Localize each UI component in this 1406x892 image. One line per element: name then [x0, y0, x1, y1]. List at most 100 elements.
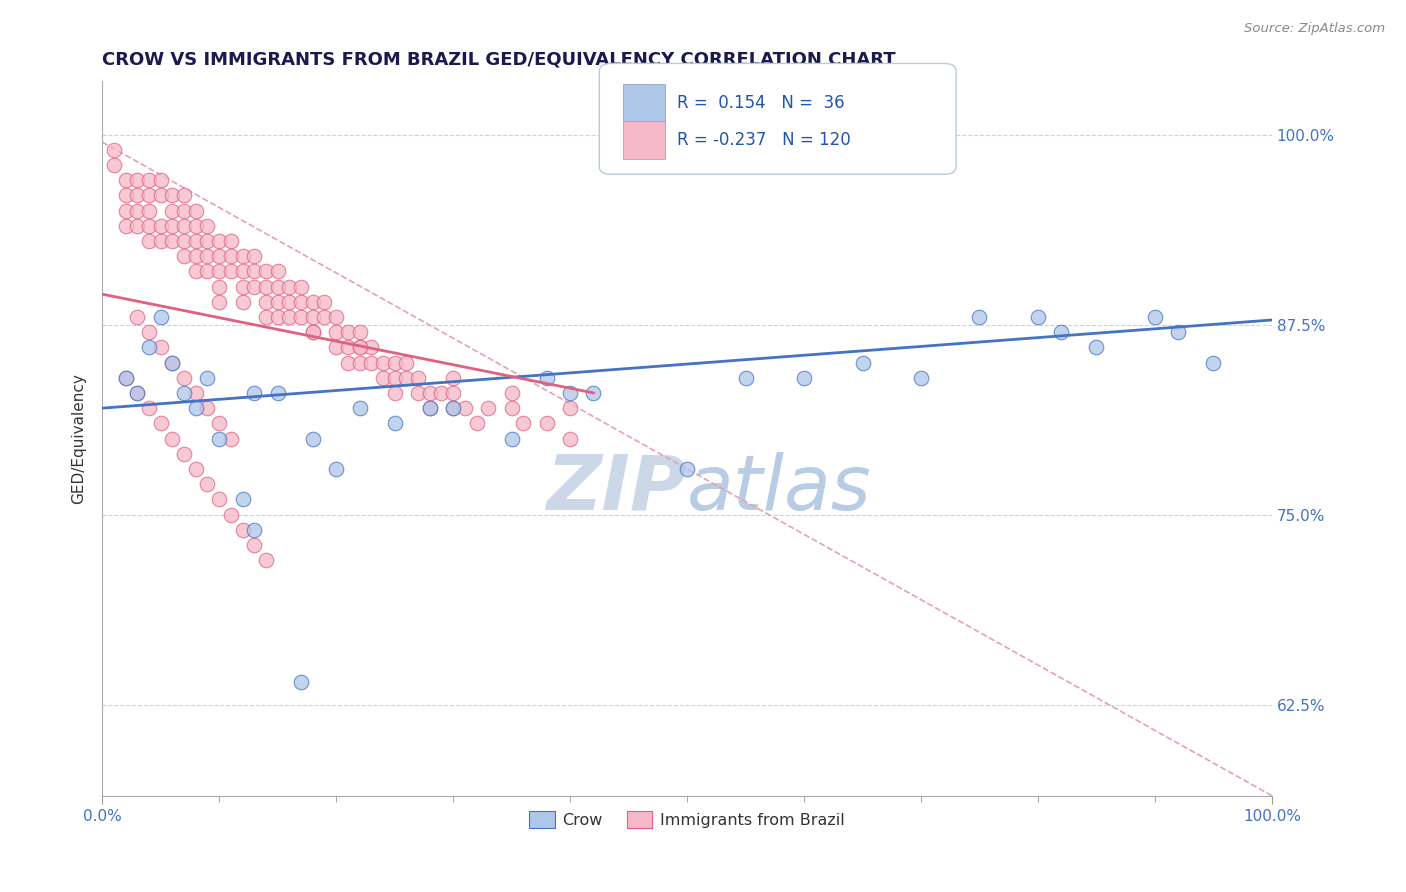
Point [477, 401, 499, 416]
Point [219, 234, 242, 248]
Point [290, 294, 312, 309]
Point [558, 432, 581, 446]
Point [325, 325, 347, 339]
Text: CROW VS IMMIGRANTS FROM BRAZIL GED/EQUIVALENCY CORRELATION CHART: CROW VS IMMIGRANTS FROM BRAZIL GED/EQUIV… [103, 51, 896, 69]
Point [149, 173, 172, 187]
Point [208, 279, 231, 293]
Point [173, 370, 195, 384]
Point [430, 386, 453, 401]
Point [219, 432, 242, 446]
Point [536, 370, 558, 384]
Point [114, 188, 136, 202]
Point [127, 203, 149, 218]
Point [149, 219, 172, 233]
Point [232, 492, 254, 507]
Point [208, 264, 231, 278]
Point [184, 462, 207, 476]
Point [558, 401, 581, 416]
Point [254, 294, 277, 309]
Point [184, 203, 207, 218]
Point [138, 340, 160, 354]
Point [149, 340, 172, 354]
Point [1202, 355, 1225, 369]
Point [419, 386, 441, 401]
Point [208, 492, 231, 507]
Legend: Crow, Immigrants from Brazil: Crow, Immigrants from Brazil [523, 805, 852, 834]
Point [149, 188, 172, 202]
Point [278, 279, 301, 293]
Point [419, 401, 441, 416]
Point [349, 340, 371, 354]
Point [114, 219, 136, 233]
Point [184, 249, 207, 263]
Point [114, 173, 136, 187]
Point [149, 417, 172, 431]
Point [184, 386, 207, 401]
Point [162, 188, 184, 202]
Point [406, 386, 429, 401]
Point [314, 294, 336, 309]
Point [197, 370, 219, 384]
Point [173, 386, 195, 401]
Point [290, 674, 312, 689]
Point [441, 370, 464, 384]
Point [138, 219, 160, 233]
Point [360, 355, 382, 369]
Point [103, 143, 125, 157]
Point [314, 310, 336, 324]
Point [336, 355, 359, 369]
Point [395, 370, 418, 384]
Point [103, 158, 125, 172]
Point [173, 203, 195, 218]
Point [336, 340, 359, 354]
Point [138, 401, 160, 416]
Point [197, 249, 219, 263]
Point [384, 386, 406, 401]
Point [384, 370, 406, 384]
Point [676, 462, 699, 476]
Point [384, 355, 406, 369]
Point [243, 264, 266, 278]
Point [851, 355, 873, 369]
Point [208, 294, 231, 309]
Point [243, 538, 266, 552]
Point [114, 370, 136, 384]
Point [301, 310, 323, 324]
Point [138, 203, 160, 218]
Point [1026, 310, 1049, 324]
Point [243, 279, 266, 293]
Point [162, 355, 184, 369]
FancyBboxPatch shape [623, 84, 665, 121]
Point [243, 249, 266, 263]
Point [127, 188, 149, 202]
Point [162, 219, 184, 233]
Point [254, 264, 277, 278]
Y-axis label: GED/Equivalency: GED/Equivalency [72, 373, 86, 504]
Point [325, 340, 347, 354]
Point [301, 325, 323, 339]
Point [184, 264, 207, 278]
Point [325, 462, 347, 476]
Point [197, 219, 219, 233]
Point [232, 279, 254, 293]
Point [441, 401, 464, 416]
FancyBboxPatch shape [623, 121, 665, 159]
Point [232, 264, 254, 278]
Point [278, 294, 301, 309]
Point [114, 370, 136, 384]
Point [127, 219, 149, 233]
Point [734, 370, 756, 384]
Point [173, 234, 195, 248]
Point [301, 294, 323, 309]
Point [1085, 340, 1108, 354]
Point [127, 173, 149, 187]
Point [512, 417, 534, 431]
Point [558, 386, 581, 401]
Point [384, 417, 406, 431]
Point [501, 401, 523, 416]
Point [173, 249, 195, 263]
Point [349, 325, 371, 339]
Point [582, 386, 605, 401]
Point [208, 249, 231, 263]
Point [149, 310, 172, 324]
